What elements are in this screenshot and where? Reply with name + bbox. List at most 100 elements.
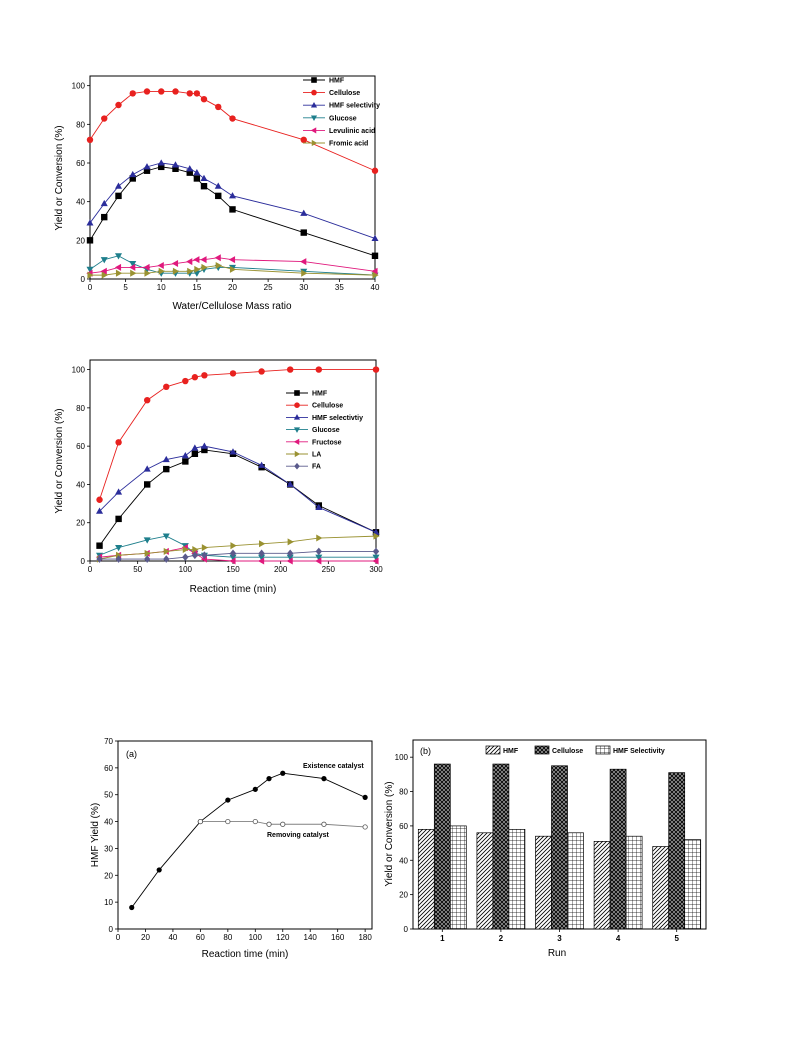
bar-hmf-selectivity: [567, 832, 584, 930]
data-point-existence-catalyst: [252, 786, 258, 792]
bar-cellulose: [492, 763, 510, 930]
data-point-levulinic-acid: [193, 256, 200, 264]
data-point-fromic-acid: [130, 269, 137, 277]
legend-marker-hmf: [294, 390, 300, 396]
data-point-cellulose: [172, 88, 179, 95]
data-point-hmf: [229, 206, 236, 213]
legend-marker-levulinic-acid: [310, 127, 317, 134]
x-tick-label: 150: [226, 565, 240, 574]
data-point-hmf-selectivity: [171, 161, 180, 168]
data-point-hmf-selectivity: [228, 192, 237, 199]
legend-label-levulinic-acid: Levulinic acid: [329, 128, 375, 135]
x-tick-label: 30: [299, 283, 308, 292]
y-tick-label: 100: [72, 82, 86, 91]
legend-swatch-hmf-selectivity: [595, 745, 611, 755]
data-point-hmf: [300, 229, 307, 236]
x-tick-label: 3: [557, 934, 562, 943]
series-group: [129, 770, 368, 911]
data-point-fa: [182, 553, 189, 562]
x-tick-label: 100: [249, 933, 263, 942]
data-point-hmf-selectivity: [186, 165, 194, 172]
data-point-fromic-acid: [101, 271, 108, 279]
data-point-cellulose: [371, 167, 379, 174]
data-point-hmf: [193, 175, 201, 182]
legend-marker-fructose: [293, 438, 300, 445]
data-point-hmf: [115, 515, 122, 523]
legend-label-hmf: HMF: [312, 391, 328, 398]
data-point-cellulose: [193, 90, 201, 97]
data-point-cellulose: [129, 90, 136, 97]
data-point-hmf: [143, 167, 151, 174]
data-point-hmf-selectivity: [129, 170, 137, 178]
data-point-cellulose: [115, 101, 122, 109]
legend-marker-cellulose: [294, 402, 300, 409]
data-point-hmf-selectivity: [157, 159, 165, 166]
data-point-cellulose: [229, 370, 237, 377]
data-point-fromic-acid: [301, 269, 308, 277]
x-tick-label: 0: [88, 565, 93, 574]
y-tick-label: 0: [404, 925, 409, 934]
data-point-glucose: [372, 554, 380, 561]
series-line-hmf-selectivity: [89, 162, 376, 239]
legend-marker-glucose: [310, 115, 318, 122]
series-group: [95, 366, 380, 565]
data-point-cellulose: [186, 90, 193, 97]
data-point-cellulose: [200, 96, 208, 103]
data-point-glucose: [100, 257, 108, 264]
data-point-fromic-acid: [172, 267, 180, 275]
x-tick-label: 160: [331, 933, 345, 942]
data-point-cellulose: [215, 103, 222, 111]
data-point-levulinic-acid: [100, 267, 107, 275]
data-point-hmf-selectivtiy: [143, 465, 151, 472]
data-point-hmf-selectivity: [193, 168, 201, 176]
x-tick-label: 140: [304, 933, 318, 942]
y-tick-label: 20: [76, 236, 85, 245]
y-tick-label: 60: [399, 822, 408, 831]
data-point-fromic-acid: [158, 267, 165, 275]
data-point-cellulose: [300, 136, 307, 143]
bar-hmf-selectivity: [449, 825, 467, 930]
data-point-hmf: [129, 175, 136, 182]
legend-marker-cellulose: [311, 89, 317, 96]
panel-label: (b): [420, 746, 431, 756]
x-tick-label: 180: [358, 933, 372, 942]
data-point-cellulose: [315, 366, 322, 373]
x-axis-label: Reaction time (min): [202, 949, 289, 960]
data-point-fructose: [229, 557, 236, 565]
series-line-hmf-selectivtiy: [99, 445, 377, 533]
data-point-glucose: [229, 554, 237, 561]
x-tick-label: 200: [274, 565, 288, 574]
bar-hmf-selectivity: [625, 835, 643, 930]
legend-label-hmf-selectivtiy: HMF selectivtiy: [312, 415, 363, 422]
x-tick-label: 40: [371, 283, 380, 292]
y-axis-label: Yield or Conversion (%): [384, 781, 395, 886]
x-tick-label: 2: [499, 934, 504, 943]
bar-hmf: [652, 846, 670, 930]
y-tick-label: 80: [76, 404, 85, 413]
ticks: 0 20 40 60 80 100 120 140 160 180 0 10 20 30 40 50 60 70: [104, 737, 372, 942]
chart-hmf-yield-catalyst: 0 20 40 60 80 100 120 140 160 180010203040506070 …: [90, 737, 373, 960]
data-point-la: [192, 545, 199, 554]
data-point-cellulose: [201, 372, 208, 379]
data-point-fromic-acid: [87, 271, 94, 279]
x-tick-label: 40: [168, 933, 177, 942]
data-point-hmf-selectivtiy: [115, 488, 123, 495]
annotation-removing-catalyst: Removing catalyst: [267, 832, 330, 839]
x-tick-label: 15: [192, 283, 201, 292]
data-point-cellulose: [144, 397, 151, 404]
data-point-hmf-selectivtiy: [229, 448, 237, 455]
data-point-hmf-selectivtiy: [162, 455, 170, 463]
chart-recycling-runs: 0 20 40 60 80 100 1 2 3 4 5 HMF Cellulose HMF Select…: [384, 739, 707, 959]
legend-label-fromic-acid: Fromic acid: [329, 141, 368, 148]
data-point-hmf-selectivity: [114, 182, 123, 189]
legend-marker-hmf-selectivity: [310, 101, 318, 108]
data-point-existence-catalyst: [156, 867, 162, 873]
data-point-removing-catalyst: [225, 818, 231, 825]
data-point-glucose: [286, 554, 294, 561]
x-tick-label: 250: [322, 565, 336, 574]
legend: HMF Cellulose HMF selectivity Glucose Levuli…: [303, 77, 380, 148]
data-point-existence-catalyst: [362, 794, 368, 801]
data-point-fromic-acid: [194, 265, 201, 273]
data-point-la: [287, 538, 294, 546]
legend-marker-la: [294, 450, 301, 458]
